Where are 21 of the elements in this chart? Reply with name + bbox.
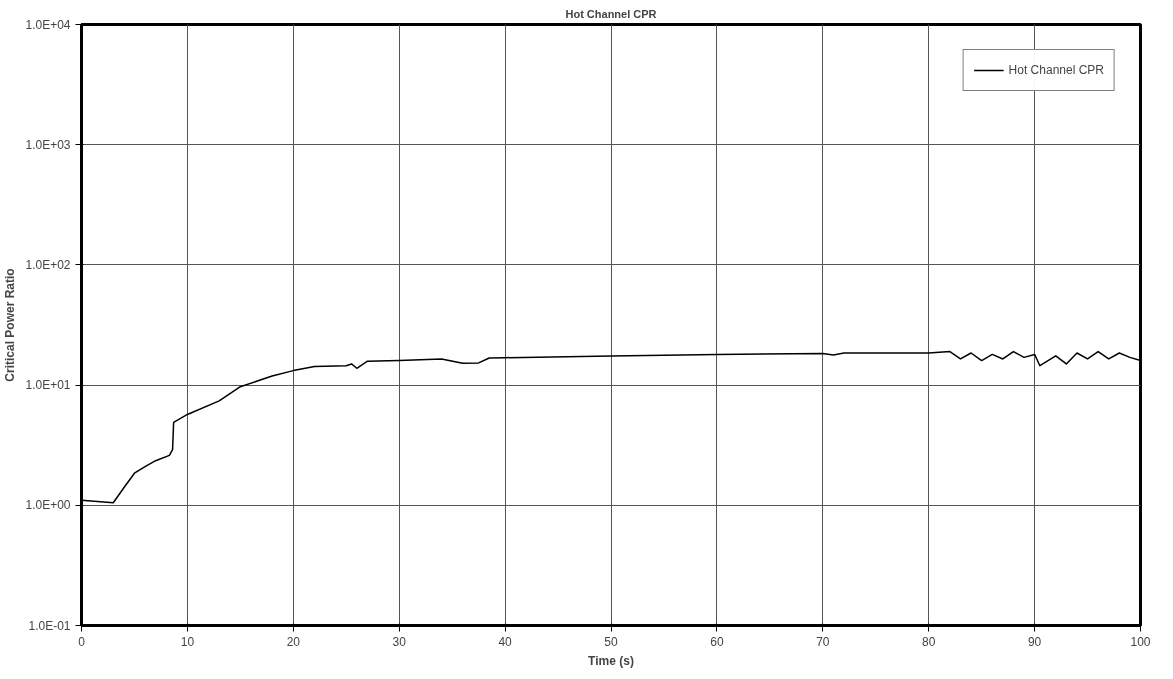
- x-tick-label: 80: [922, 634, 936, 649]
- y-tick-label: 1.0E+01: [25, 378, 71, 393]
- legend-label: Hot Channel CPR: [1008, 63, 1104, 77]
- chart-title: Hot Channel CPR: [565, 7, 657, 20]
- y-axis-title: Critical Power Ratio: [3, 268, 18, 382]
- x-tick-label: 20: [286, 634, 301, 649]
- x-tick-label: 100: [1130, 634, 1151, 649]
- x-tick-label: 90: [1027, 634, 1042, 649]
- y-tick-label: 1.0E+03: [25, 137, 71, 152]
- x-tick-label: 10: [180, 634, 195, 649]
- x-tick-label: 60: [710, 634, 724, 649]
- x-tick-label: 40: [498, 634, 513, 649]
- y-tick-label: 1.0E+04: [25, 17, 71, 32]
- y-tick-label: 1.0E+02: [25, 257, 71, 272]
- x-tick-label: 50: [604, 634, 618, 649]
- y-tick-label: 1.0E-01: [28, 618, 71, 633]
- y-tick-label: 1.0E+00: [25, 498, 71, 513]
- x-axis-title: Time (s): [588, 653, 634, 668]
- x-tick-label: 0: [78, 634, 86, 649]
- x-tick-label: 30: [392, 634, 407, 649]
- x-tick-label: 70: [816, 634, 830, 649]
